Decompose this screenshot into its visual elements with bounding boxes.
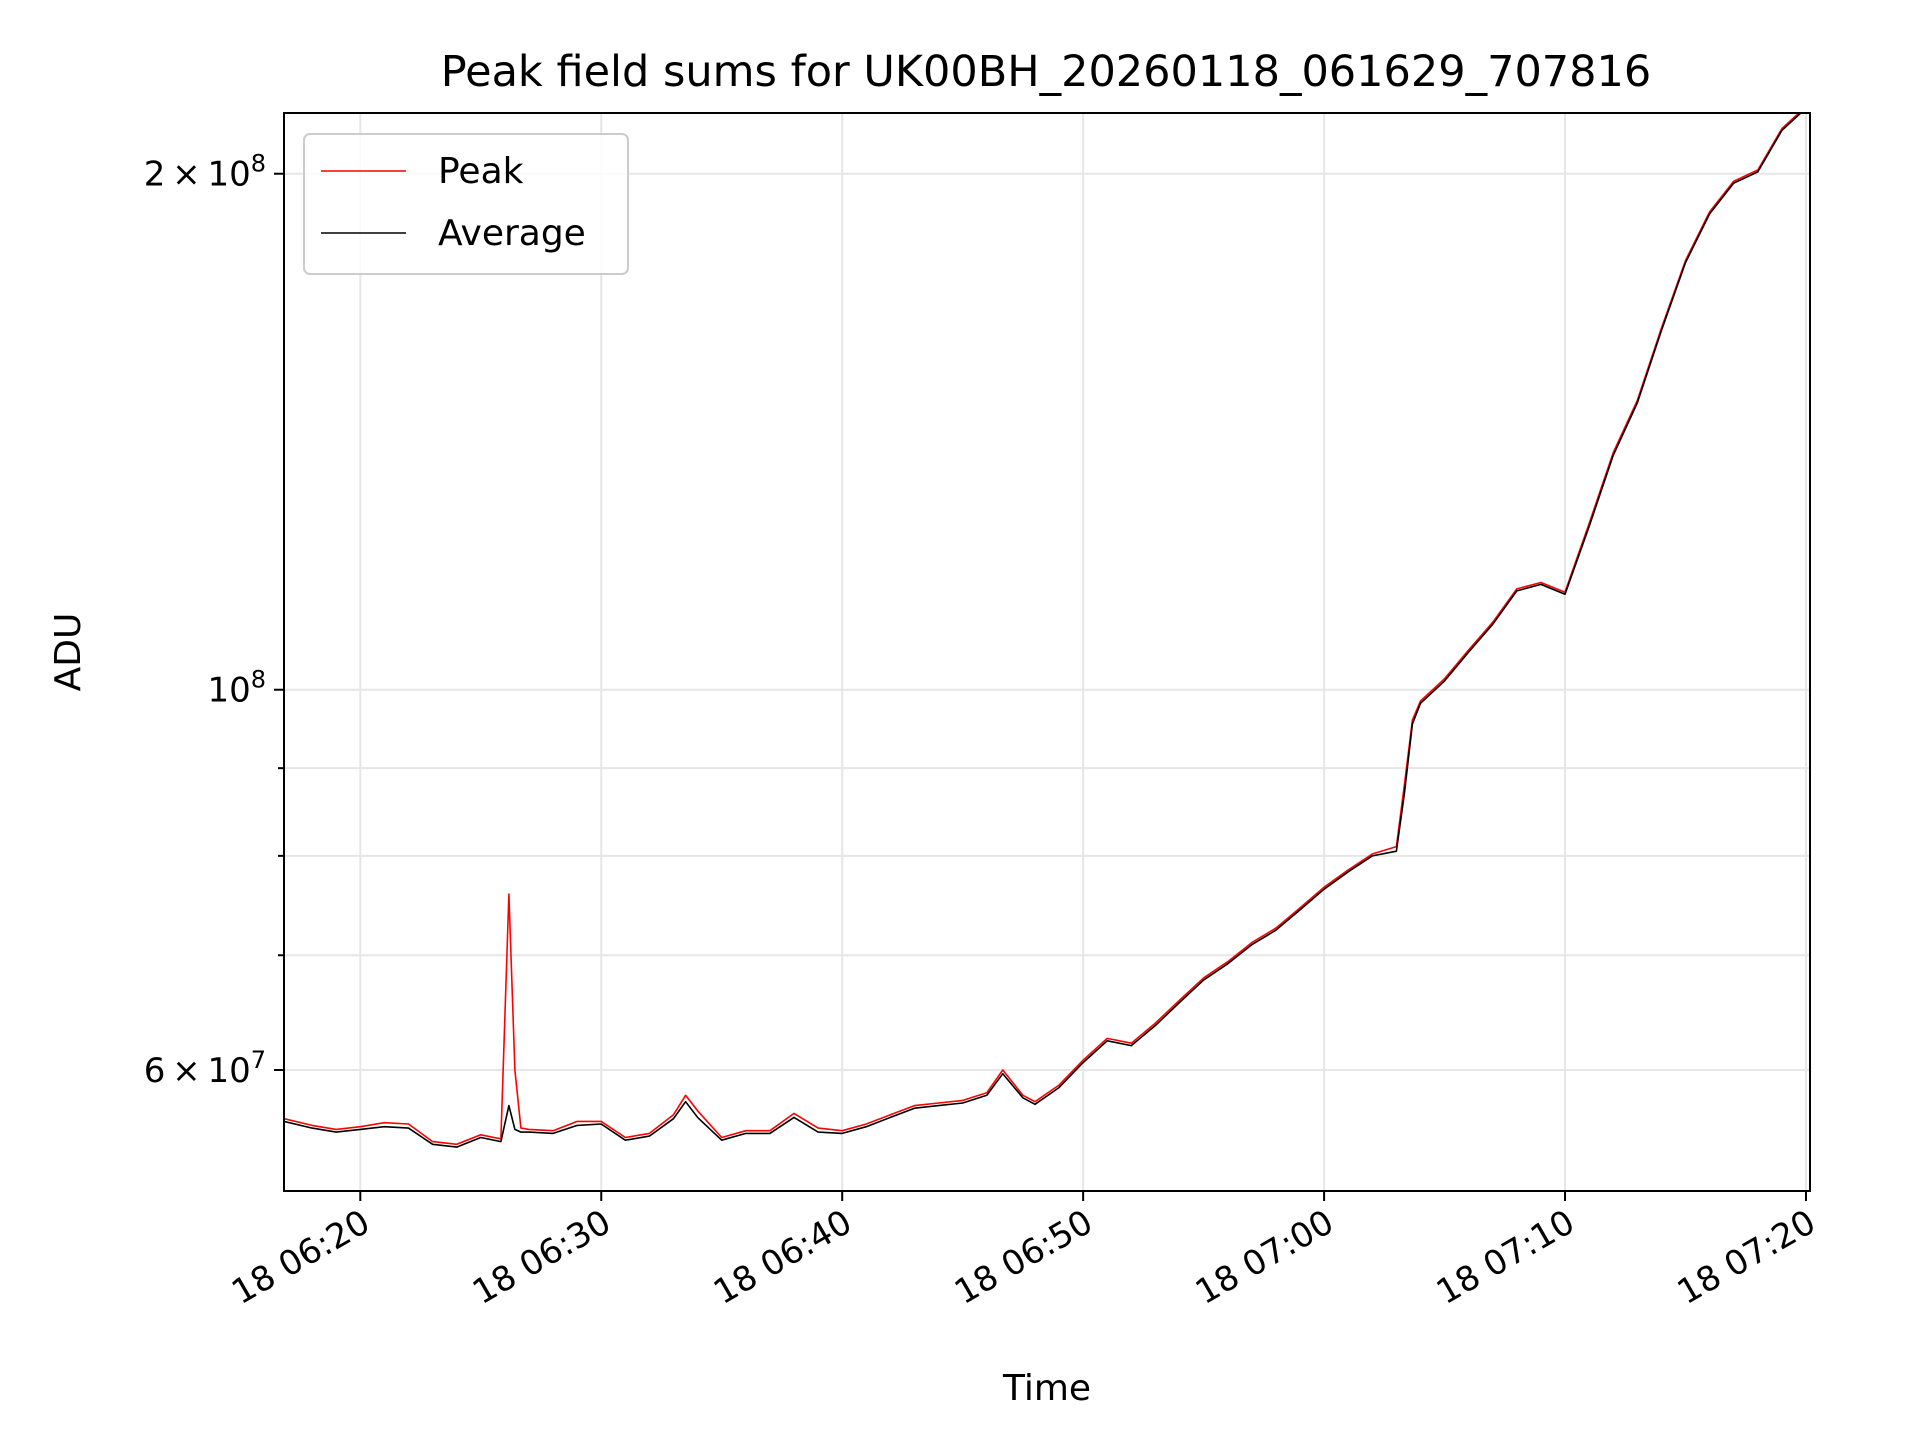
x-axis: 18 06:20 18 06:30 18 06:40 18 06:50 18 07:00…: [225, 1191, 1822, 1313]
plot-area: [283, 112, 1811, 1192]
series-layer: [284, 113, 1802, 1148]
x-tick-label: 18 06:40: [707, 1202, 859, 1313]
x-tick-label: 18 06:20: [225, 1202, 377, 1313]
legend: Peak Average: [303, 133, 629, 275]
y-tick-label: 2 × 108: [144, 150, 266, 195]
series-line-average: [284, 113, 1802, 1148]
y-axis: 6 × 107 108 2 × 108: [144, 150, 284, 1091]
x-tick-label: 18 06:50: [948, 1202, 1100, 1313]
x-tick-label: 18 07:20: [1671, 1202, 1823, 1313]
legend-label-peak: Peak: [438, 151, 524, 192]
y-axis-label: ADU: [48, 613, 89, 692]
x-tick-label: 18 07:00: [1189, 1202, 1341, 1313]
x-tick-label: 18 07:10: [1430, 1202, 1582, 1313]
series-line-peak: [284, 113, 1801, 1146]
y-tick-label: 108: [207, 666, 266, 711]
legend-label-average: Average: [438, 213, 586, 254]
axes-frame: [283, 112, 1811, 1192]
chart-title: Peak field sums for UK00BH_20260118_0616…: [441, 47, 1652, 97]
x-tick-label: 18 06:30: [466, 1202, 618, 1313]
x-gridlines: [359, 113, 1807, 1191]
y-gridlines: [284, 172, 1810, 1072]
y-tick-label: 6 × 107: [144, 1046, 266, 1091]
legend-box: [303, 133, 629, 275]
x-axis-label: Time: [1002, 1368, 1091, 1409]
